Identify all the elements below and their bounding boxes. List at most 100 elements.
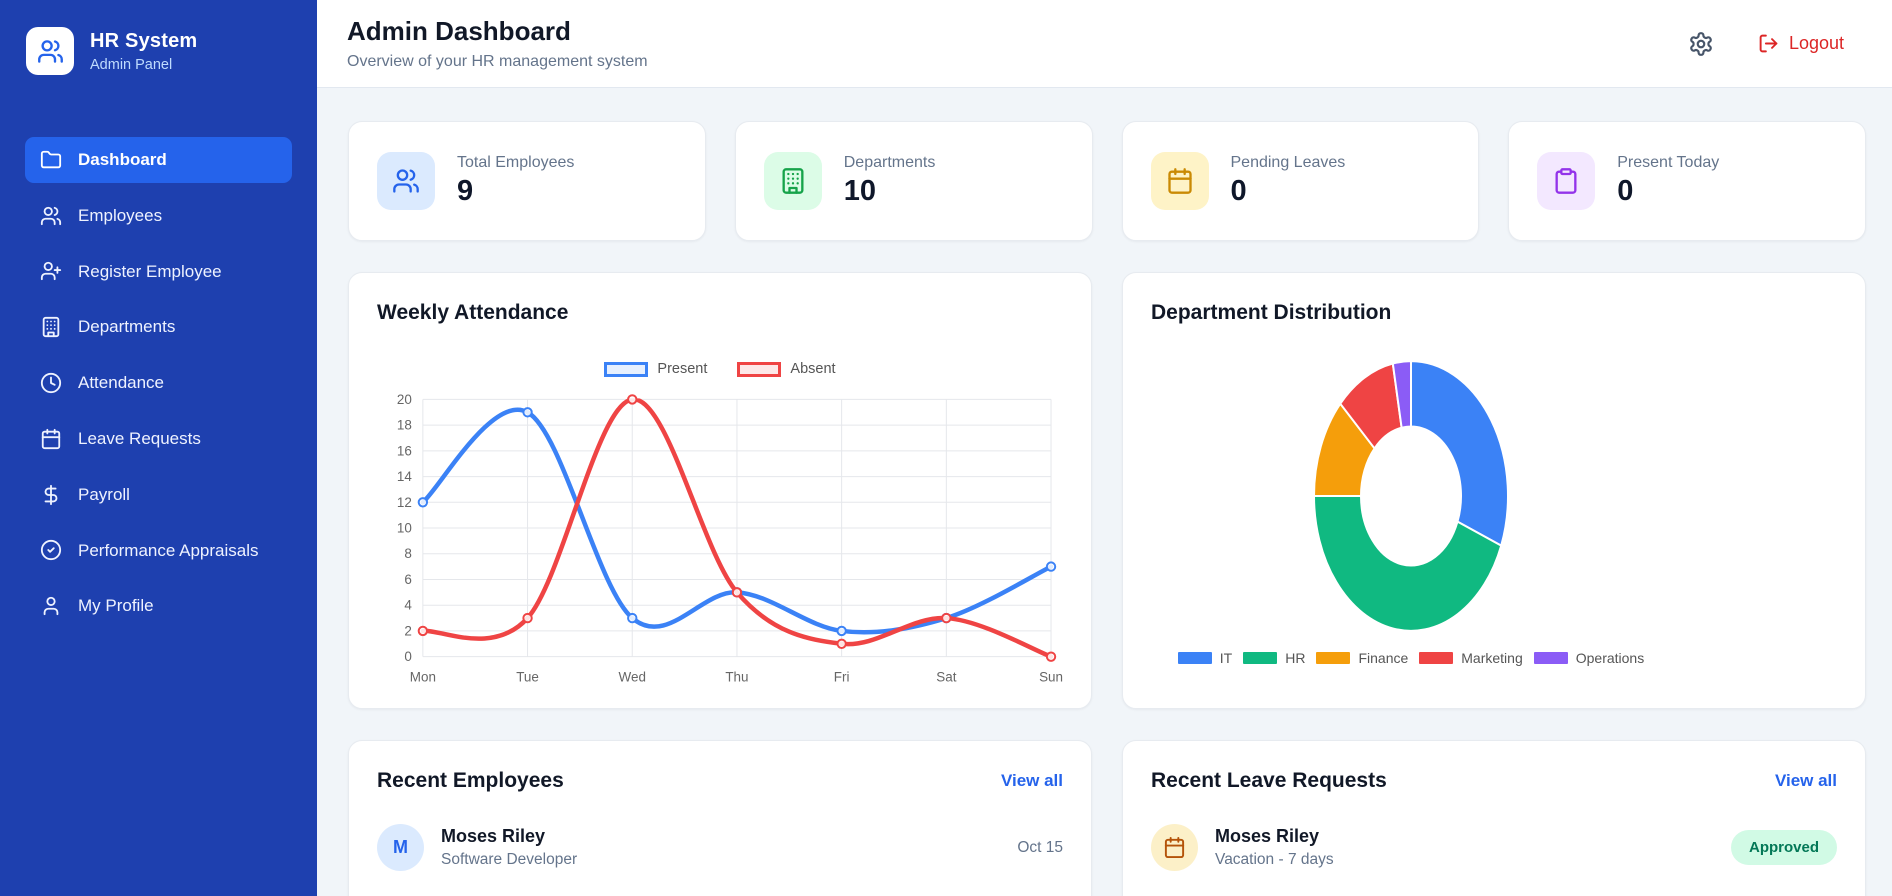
stat-value: 10 xyxy=(843,175,877,207)
employee-date: Oct 15 xyxy=(1017,838,1063,856)
donut-legend-label: HR xyxy=(1285,650,1306,666)
recent-leaves-title: Recent Leave Requests xyxy=(1151,769,1387,792)
recent-employees-title: Recent Employees xyxy=(377,769,564,792)
sidebar-nav: Dashboard Employees Register Employee Depar… xyxy=(0,137,317,629)
employee-name: Moses Riley xyxy=(441,826,546,846)
svg-text:Sat: Sat xyxy=(936,670,956,685)
recent-leaves-view-all-link[interactable]: View all xyxy=(1774,771,1837,790)
legend-swatch xyxy=(604,361,649,377)
folder-icon xyxy=(40,150,62,169)
svg-text:6: 6 xyxy=(404,572,411,587)
stat-text: Pending Leaves 0 xyxy=(1231,154,1346,208)
recent-leave-requests-card: Recent Leave Requests View all Moses Ril… xyxy=(1122,740,1866,896)
settings-gear-icon[interactable] xyxy=(1688,31,1714,57)
recent-leave-row[interactable]: Moses Riley Vacation - 7 days Approved xyxy=(1151,824,1837,871)
legend-label: Absent xyxy=(790,361,836,377)
leave-status-badge: Approved xyxy=(1730,830,1837,865)
settings-icon xyxy=(1690,31,1712,56)
topbar-titles: Admin Dashboard Overview of your HR mana… xyxy=(347,16,648,71)
employee-role: Software Developer xyxy=(441,851,578,868)
calendar-icon xyxy=(1167,168,1192,194)
svg-text:10: 10 xyxy=(397,521,412,536)
sidebar-item-performance-appraisals[interactable]: Performance Appraisals xyxy=(25,528,292,574)
sidebar-item-departments[interactable]: Departments xyxy=(25,304,292,350)
stat-value: 9 xyxy=(457,175,474,207)
logout-icon xyxy=(1758,33,1779,54)
svg-text:8: 8 xyxy=(404,546,411,561)
sidebar-item-payroll[interactable]: Payroll xyxy=(25,472,292,518)
sidebar-item-label: Dashboard xyxy=(78,150,167,169)
donut-legend-item-it[interactable]: IT xyxy=(1177,650,1233,666)
leave-calendar-icon xyxy=(1151,824,1198,871)
stat-card-departments: Departments 10 xyxy=(734,121,1093,241)
brand: HR System Admin Panel xyxy=(0,0,317,85)
donut-legend-swatch xyxy=(1533,652,1568,664)
sidebar-item-leave-requests[interactable]: Leave Requests xyxy=(25,416,292,462)
sidebar-item-label: Payroll xyxy=(78,484,130,504)
bottom-row: Recent Employees View all M Moses Riley … xyxy=(348,740,1866,896)
brand-subtitle: Admin Panel xyxy=(90,56,173,73)
donut-legend: IT HR Finance Marketing Operations xyxy=(1177,650,1645,666)
check-circle-icon xyxy=(40,540,62,561)
sidebar-item-label: Register Employee xyxy=(78,261,222,281)
charts-row: Weekly Attendance Present Absent 0 2 4 6 8 10 1… xyxy=(348,272,1866,709)
calendar-icon xyxy=(1164,836,1185,859)
svg-text:Thu: Thu xyxy=(725,670,748,685)
page-subtitle: Overview of your HR management system xyxy=(347,53,648,70)
svg-text:18: 18 xyxy=(397,418,412,433)
legend-label: Present xyxy=(657,361,708,377)
sidebar-item-attendance[interactable]: Attendance xyxy=(25,360,292,406)
donut-legend-swatch xyxy=(1316,652,1351,664)
leave-detail: Vacation - 7 days xyxy=(1215,851,1334,868)
recent-employees-head: Recent Employees View all xyxy=(377,769,1063,793)
recent-leaves-head: Recent Leave Requests View all xyxy=(1151,769,1837,793)
legend-item-absent[interactable]: Absent xyxy=(737,361,836,377)
stat-label: Pending Leaves xyxy=(1230,154,1346,171)
users-icon xyxy=(393,169,419,193)
legend-item-present[interactable]: Present xyxy=(604,361,707,377)
sidebar-item-employees[interactable]: Employees xyxy=(25,193,292,239)
svg-text:20: 20 xyxy=(397,392,412,407)
svg-text:Mon: Mon xyxy=(410,670,436,685)
stat-card-total-employees: Total Employees 9 xyxy=(348,121,706,241)
users-icon xyxy=(40,206,62,225)
svg-text:Tue: Tue xyxy=(516,670,539,685)
sidebar-item-my-profile[interactable]: My Profile xyxy=(25,583,292,629)
department-distribution-donut-chart xyxy=(1311,357,1511,635)
clipboard-icon xyxy=(1555,168,1577,194)
recent-employees-card: Recent Employees View all M Moses Riley … xyxy=(348,740,1092,896)
svg-text:0: 0 xyxy=(404,649,411,664)
weekly-attendance-card: Weekly Attendance Present Absent 0 2 4 6 8 10 1… xyxy=(348,272,1092,709)
sidebar-item-register-employee[interactable]: Register Employee xyxy=(25,249,292,295)
employee-info: Moses Riley Software Developer xyxy=(441,826,577,869)
sidebar-item-label: My Profile xyxy=(78,596,154,616)
stat-icon-box xyxy=(1150,152,1209,210)
stats-row: Total Employees 9 Departments 10 Pending Lea… xyxy=(348,121,1866,241)
stat-label: Total Employees xyxy=(457,154,575,171)
clock-icon xyxy=(40,372,62,394)
logout-button[interactable]: Logout xyxy=(1758,33,1844,54)
stat-card-present-today: Present Today 0 xyxy=(1508,121,1866,241)
topbar-actions: Logout xyxy=(1688,31,1856,57)
recent-employee-row[interactable]: M Moses Riley Software Developer Oct 15 xyxy=(377,824,1063,871)
donut-legend-item-operations[interactable]: Operations xyxy=(1533,650,1645,666)
stat-text: Total Employees 9 xyxy=(457,154,574,208)
donut-legend-item-finance[interactable]: Finance xyxy=(1316,650,1408,666)
stat-label: Departments xyxy=(843,154,936,171)
donut-legend-label: IT xyxy=(1219,650,1233,666)
recent-employees-view-all-link[interactable]: View all xyxy=(1000,771,1063,790)
donut-legend-label: Operations xyxy=(1575,650,1645,666)
svg-text:2: 2 xyxy=(404,623,411,638)
sidebar-item-label: Leave Requests xyxy=(78,428,201,448)
donut-legend-item-hr[interactable]: HR xyxy=(1243,650,1305,666)
sidebar-item-dashboard[interactable]: Dashboard xyxy=(25,137,292,183)
sidebar-item-label: Departments xyxy=(78,317,176,337)
department-distribution-title: Department Distribution xyxy=(1151,301,1392,324)
weekly-attendance-title: Weekly Attendance xyxy=(377,301,569,324)
user-icon xyxy=(43,597,59,616)
donut-legend-item-marketing[interactable]: Marketing xyxy=(1419,650,1523,666)
donut-legend-label: Finance xyxy=(1358,650,1409,666)
user-plus-icon xyxy=(40,262,62,281)
sidebar-item-label: Attendance xyxy=(78,373,165,393)
